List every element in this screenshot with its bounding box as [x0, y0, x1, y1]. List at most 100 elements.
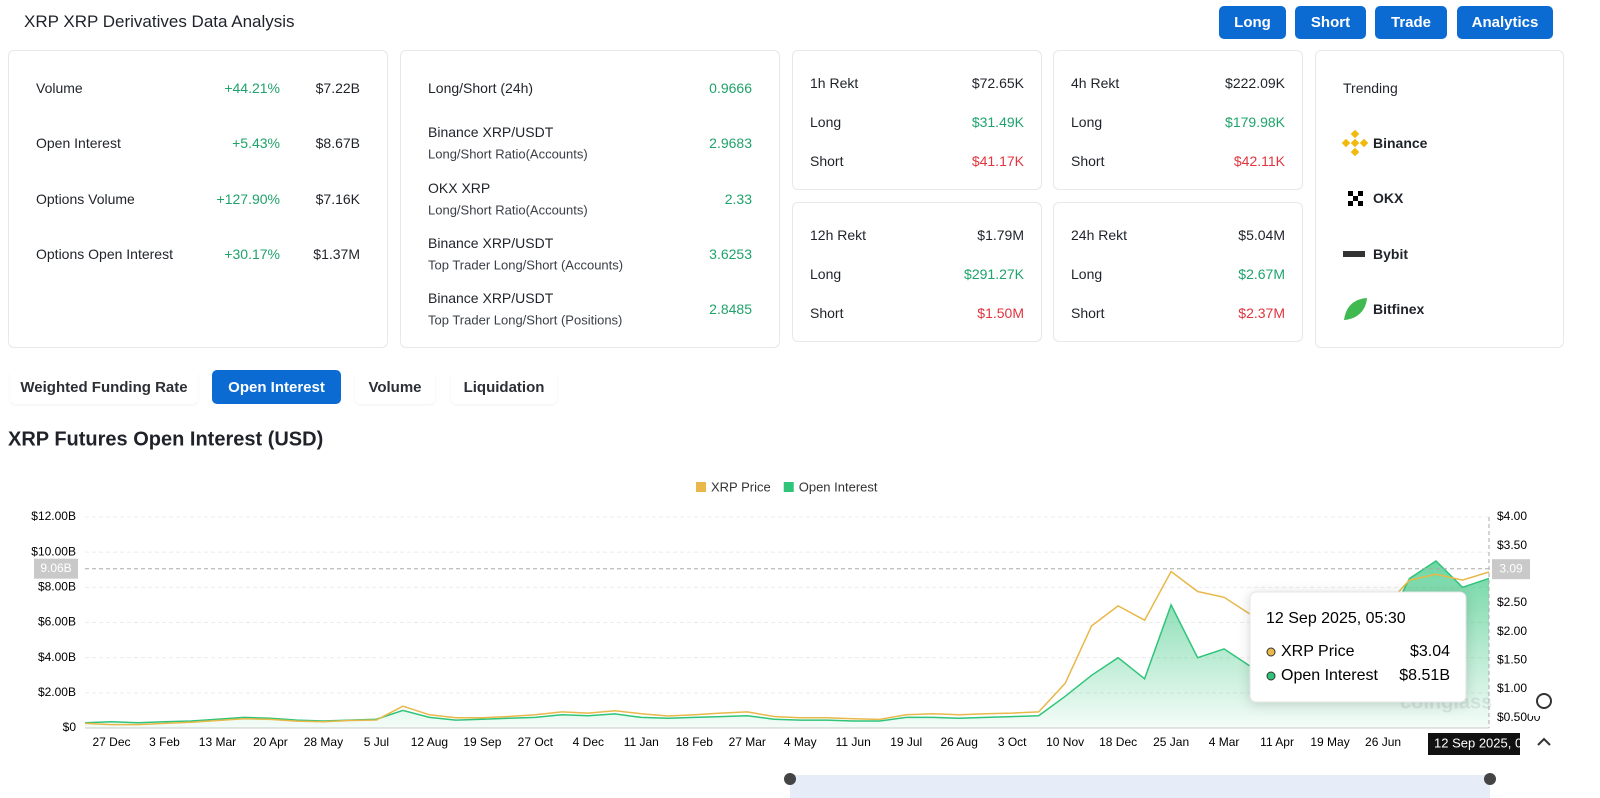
exchange-name: Bybit	[1373, 245, 1408, 262]
metric-label: Options Volume	[36, 190, 135, 207]
x-tick-label: 3 Oct	[998, 735, 1027, 749]
rekt-title: 4h Rekt	[1071, 75, 1120, 91]
header-button[interactable]: Long	[1219, 6, 1286, 39]
chart-svg: $0 $2.00B $4.00B $6.00B $8.00B $10.00B $12.00B…	[31, 479, 1560, 798]
rekt-value: $42.11K	[1233, 153, 1285, 169]
ratio-value: 3.6253	[709, 245, 752, 262]
navigator-handle[interactable]	[784, 773, 796, 785]
y2-tick-label: $3.50	[1497, 538, 1527, 552]
exchange-icon	[1342, 296, 1368, 322]
tooltip-name: Open Interest	[1281, 667, 1379, 684]
tooltip-title: 12 Sep 2025, 05:30	[1266, 610, 1406, 627]
chart-tab[interactable]: Liquidation	[451, 370, 557, 404]
x-tick-label: 13 Mar	[199, 735, 236, 749]
settings-button[interactable]	[1528, 686, 1560, 716]
scroll-top-button[interactable]	[1528, 725, 1560, 755]
metric-value: $7.16K	[315, 190, 360, 207]
x-tick-label: 4 May	[784, 735, 817, 749]
market-card	[8, 50, 388, 348]
chart-tab[interactable]: Open Interest	[212, 370, 341, 404]
metric-value: $1.37M	[313, 245, 360, 262]
tooltip-dot	[1266, 647, 1276, 657]
rekt-total: $1.79M	[977, 227, 1024, 243]
legend-label: XRP Price	[711, 479, 771, 494]
chart-tab[interactable]: Weighted Funding Rate	[10, 370, 198, 404]
y2-tick-label: $2.50	[1497, 595, 1527, 609]
rekt-total: $5.04M	[1238, 227, 1285, 243]
y2-tick-label: $4.00	[1497, 509, 1527, 523]
ratio-label: Binance XRP/USDT	[428, 124, 554, 141]
metric-change: +30.17%	[224, 245, 280, 262]
y-tick-label: $4.00B	[38, 650, 76, 664]
ratio-sublabel: Top Trader Long/Short (Accounts)	[428, 257, 624, 273]
ratio-sublabel: Long/Short Ratio(Accounts)	[428, 202, 588, 218]
y-tick-label: $6.00B	[38, 615, 76, 629]
arrow	[1537, 737, 1551, 746]
metric-label: Volume	[36, 80, 83, 96]
crosshair-x-box	[1428, 733, 1520, 755]
rekt-card	[792, 202, 1042, 342]
tooltip-value: $3.04	[1410, 643, 1450, 660]
tooltip-name: XRP Price	[1281, 643, 1355, 660]
navigator-handle[interactable]	[1484, 773, 1496, 785]
ratio-label: Long/Short (24h)	[428, 80, 534, 96]
legend-swatch	[783, 482, 794, 492]
tooltip: 12 Sep 2025, 05:30 XRP Price $3.04 Open Int…	[1249, 591, 1467, 703]
rekt-label: Long	[1071, 266, 1103, 282]
chart-title: XRP Futures Open Interest (USD)	[8, 428, 324, 451]
y2-tick-label: $1.00	[1497, 681, 1527, 695]
rekt-value: $41.17K	[971, 153, 1024, 169]
x-tick-label: 11 Jun	[836, 735, 871, 749]
x-tick-label: 5 Jul	[364, 735, 389, 749]
rekt-card	[792, 50, 1042, 190]
rekt-card	[1053, 50, 1303, 190]
rekt-label: Short	[1071, 153, 1105, 169]
y-tick-label: $10.00B	[31, 544, 76, 558]
ratio-value: 0.9666	[709, 80, 752, 96]
x-tick-label: 18 Feb	[676, 735, 714, 749]
exchange-icon	[1342, 241, 1368, 267]
rekt-label: Long	[810, 266, 842, 282]
exchange-icon	[1342, 185, 1368, 211]
crosshair-x-label: 12 Sep 2025, 05:30	[1434, 735, 1548, 750]
crosshair-y2-label: 3.09	[1499, 561, 1523, 575]
x-tick-label: 27 Dec	[92, 735, 130, 749]
ratio-value: 2.9683	[709, 135, 752, 152]
rekt-title: 12h Rekt	[810, 227, 867, 243]
y-tick-label: $8.00B	[38, 580, 76, 594]
button-bg	[1528, 686, 1560, 716]
rekt-value: $291.27K	[964, 266, 1024, 282]
x-tick-label: 19 May	[1310, 735, 1349, 749]
rekt-value: $179.98K	[1225, 114, 1285, 130]
x-tick-label: 11 Jan	[624, 735, 659, 749]
y2-tick-label: $1.50	[1497, 653, 1527, 667]
rekt-label: Short	[810, 305, 844, 321]
rekt-total: $222.09K	[1225, 75, 1285, 91]
x-tick-label: 28 May	[304, 735, 343, 749]
rekt-label: Short	[810, 153, 844, 169]
metric-change: +44.21%	[224, 80, 280, 96]
chart-tab[interactable]: Volume	[355, 370, 435, 404]
x-tick-label: 20 Apr	[253, 735, 288, 749]
y-tick-label: $2.00B	[38, 685, 76, 699]
header-button[interactable]: Short	[1295, 6, 1366, 39]
metric-change: +5.43%	[232, 135, 280, 152]
crosshair-y-box	[34, 558, 78, 579]
rekt-total: $72.65K	[971, 75, 1024, 91]
header-button[interactable]: Trade	[1375, 6, 1447, 39]
x-tick-label: 3 Feb	[149, 735, 180, 749]
x-tick-label: 27 Mar	[729, 735, 766, 749]
area	[85, 561, 1489, 728]
metric-value: $8.67B	[315, 135, 360, 152]
x-tick-label: 4 Mar	[1209, 735, 1240, 749]
x-tick-label: 4 Dec	[573, 735, 604, 749]
x-tick-label: 25 Jan	[1153, 735, 1189, 749]
gear	[1536, 693, 1552, 709]
rekt-value: $31.49K	[971, 114, 1024, 130]
header-button[interactable]: Analytics	[1457, 6, 1553, 39]
metric-value: $7.22B	[315, 80, 360, 96]
rekt-title: 24h Rekt	[1071, 227, 1128, 243]
crosshair-y2-box	[1492, 559, 1530, 580]
legend-swatch	[696, 482, 706, 492]
